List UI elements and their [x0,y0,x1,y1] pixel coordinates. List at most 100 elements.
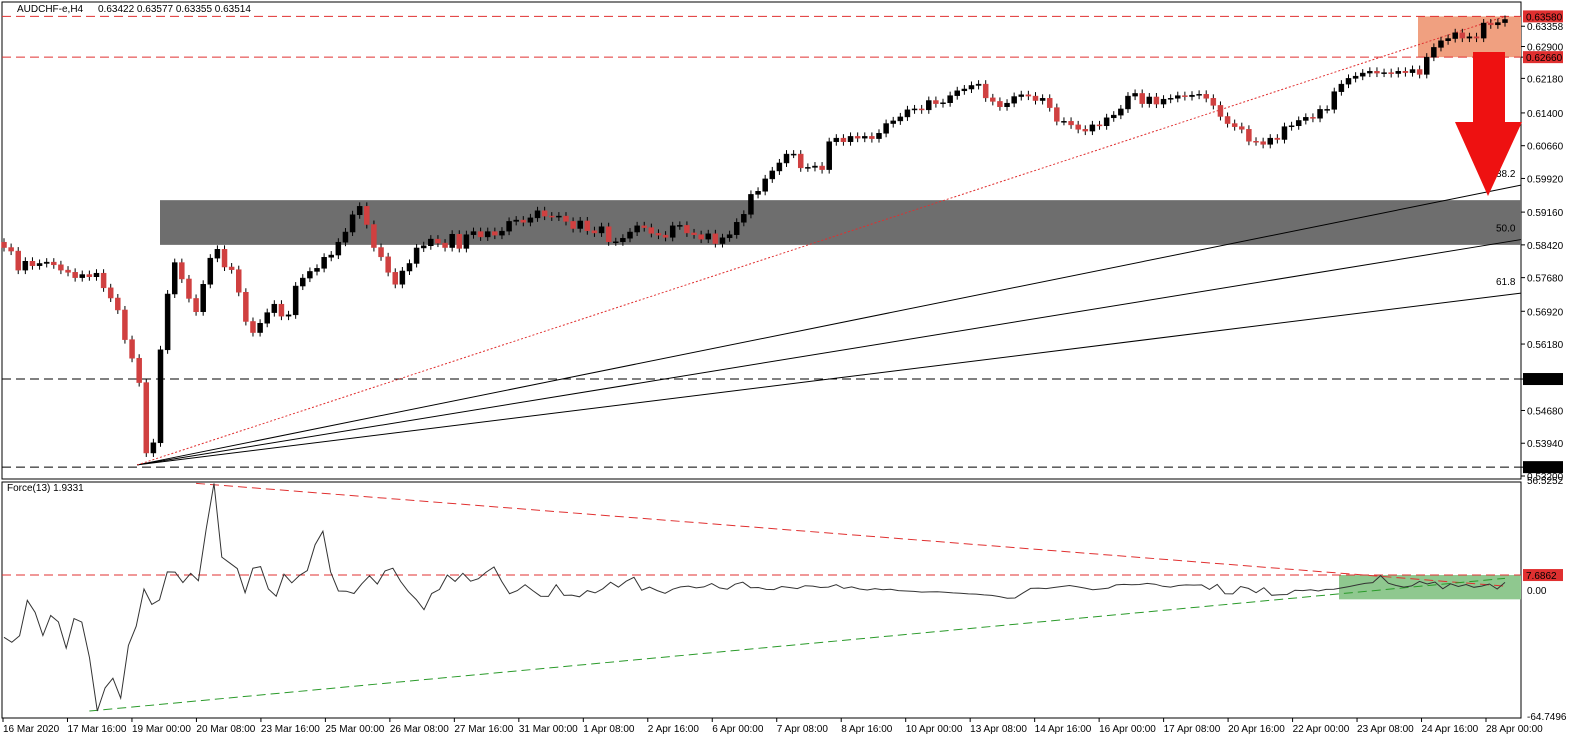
force-resistance-line [196,482,1506,587]
candle-body [947,95,953,103]
candle-body [1338,83,1345,92]
candle-body [783,153,790,164]
candle-body [1352,75,1359,79]
fib-fan-line [137,184,1522,466]
force-line [3,483,1506,712]
candle-body [435,238,441,244]
time-tick-label: 24 Apr 16:00 [1422,724,1479,735]
candle-body [669,225,676,238]
time-tick-label: 22 Apr 00:00 [1293,724,1350,735]
time-tick-label: 8 Apr 16:00 [841,724,893,735]
candle-body [1039,98,1046,101]
candle-body [8,247,14,252]
candle-body [1445,38,1451,42]
candle-body [406,263,413,272]
candle-body [1167,98,1174,100]
candle-body [613,241,619,244]
candle-body [93,272,100,278]
candle-body [990,97,996,102]
candle-body [1025,94,1032,97]
candle-body [627,231,633,239]
candle-body [1032,95,1039,101]
candle-body [1381,72,1387,74]
candle-body [499,230,505,236]
candle-body [1452,32,1458,39]
candle-body [364,206,370,225]
candle-body [698,234,704,240]
candle-body [228,266,235,270]
candle-body [1231,123,1238,127]
candle-body [982,83,989,99]
candle-body [86,274,93,278]
candle-body [1210,98,1217,106]
candle-body [449,233,455,248]
candle-body [115,297,121,311]
price-level-badge [1523,51,1563,64]
candle-body [933,100,939,104]
candle-body [1096,124,1103,127]
candle-body [100,272,107,289]
time-tick-label: 25 Mar 00:00 [325,724,384,735]
candle-body [691,232,697,235]
candle-body [171,262,178,295]
price-tick-label: 0.59920 [1527,174,1564,185]
candle-body [456,233,463,249]
candle-body [300,277,306,287]
candle-body [776,162,783,172]
price-level-badge [1523,10,1563,23]
candle-body [1217,105,1224,117]
candle-body [72,272,78,278]
candle-body [385,256,391,273]
time-tick-label: 16 Apr 00:00 [1099,724,1156,735]
candle-body [790,153,797,156]
candle-body [58,264,64,271]
price-level-badge [1523,461,1563,474]
candle-body [833,137,840,142]
candle-body [1310,117,1316,119]
candle-body [1281,126,1288,140]
candle-body [243,291,249,322]
time-tick-label: 31 Mar 00:00 [519,724,578,735]
candle-body [136,357,142,383]
candle-body [1395,71,1402,74]
candle-body [520,219,527,223]
candle-body [762,178,768,192]
time-tick-label: 2 Apr 16:00 [648,724,700,735]
candle-body [22,261,29,271]
candle-body [797,153,804,169]
candle-body [207,257,214,285]
time-tick-label: 6 Apr 00:00 [712,724,764,735]
candle-body [307,271,313,279]
candle-body [1061,121,1067,123]
fib-fan-line [137,292,1522,466]
candle-body [890,120,896,124]
force-level-label: 7.6862 [1526,571,1557,582]
price-tick-label: 0.59160 [1527,208,1564,219]
candle-body [1139,93,1145,104]
time-tick-label: 7 Apr 08:00 [777,724,829,735]
candle-body [43,261,50,264]
candle-body [164,293,171,351]
force-support-line [89,577,1506,712]
candle-body [755,191,761,195]
candle-body [492,231,498,236]
candle-body [157,349,164,444]
candle-body [997,101,1003,107]
candle-body [741,214,747,223]
candle-body [805,167,811,169]
indicator-pane-frame [1,481,1522,719]
candle-body [36,263,43,266]
candle-body [634,225,640,233]
price-tick-label: 0.58420 [1527,241,1564,252]
candle-body [214,249,221,259]
candle-body [1459,32,1466,39]
time-tick-label: 28 Apr 00:00 [1486,724,1543,735]
candle-body [655,233,662,236]
time-tick-label: 1 Apr 08:00 [583,724,635,735]
candle-body [15,250,21,271]
candle-body [1416,69,1423,75]
candle-body [335,241,342,256]
candle-body [371,224,377,248]
fib-fan-label: 61.8 [1496,277,1516,288]
